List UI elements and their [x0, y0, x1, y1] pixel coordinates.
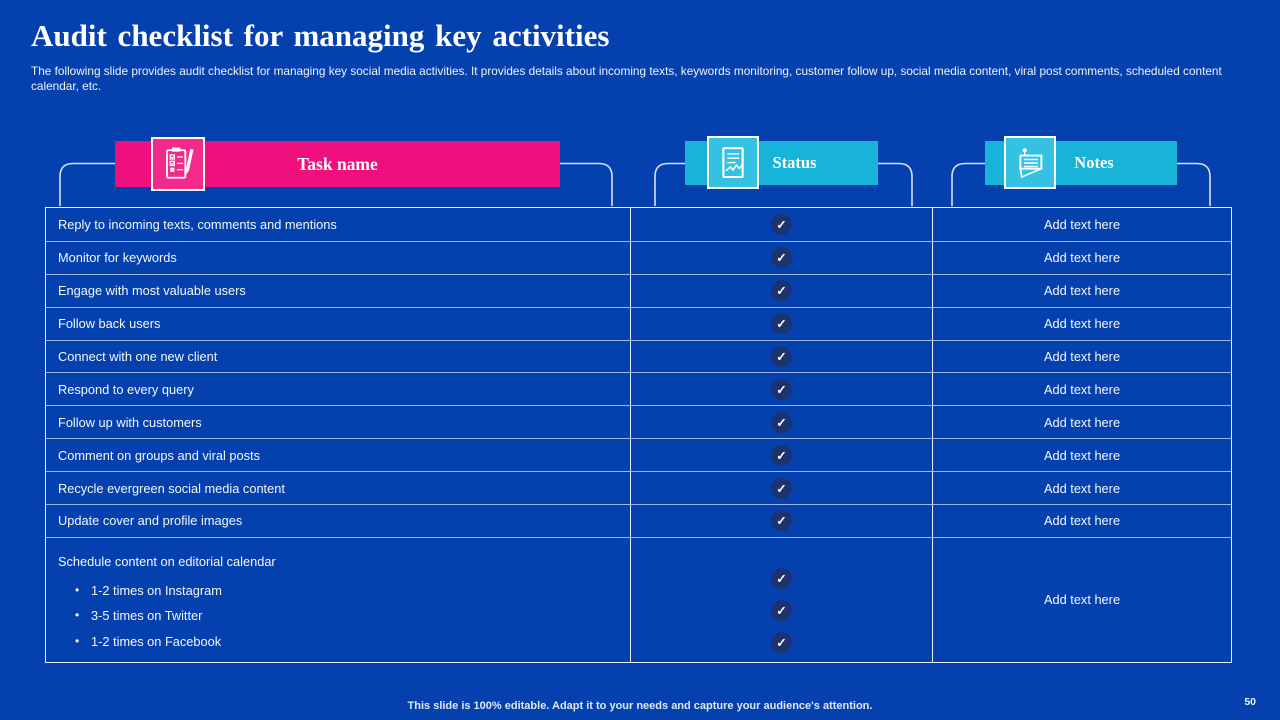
table-row: Comment on groups and viral posts ✓ Add te… [46, 438, 1231, 472]
check-icon: ✓ [771, 510, 792, 532]
task-name-header-label: Task name [297, 153, 378, 174]
check-icon: ✓ [771, 280, 792, 302]
note-placeholder[interactable]: Add text here [1043, 480, 1121, 496]
note-placeholder[interactable]: Add text here [1043, 216, 1121, 232]
table-row: Update cover and profile images ✓ Add text… [46, 504, 1231, 537]
task-label: Monitor for keywords [58, 250, 177, 266]
task-label: Respond to every query [58, 381, 194, 397]
status-cell: ✓ [631, 274, 933, 307]
task-bullet-item: 1-2 times on Facebook [75, 629, 630, 655]
note-placeholder[interactable]: Add text here [1043, 250, 1121, 266]
status-cell: ✓ [631, 505, 933, 537]
check-icon: ✓ [771, 631, 792, 653]
task-cell: Respond to every query [46, 373, 631, 406]
task-cell: Schedule content on editorial calendar 1-… [46, 537, 631, 662]
table-row: Connect with one new client ✓ Add text her… [46, 339, 1231, 373]
note-cell: Add text here [933, 439, 1231, 471]
task-cell: Reply to incoming texts, comments and me… [46, 208, 631, 241]
status-cell: ✓ [631, 340, 933, 373]
status-header-label: Status [772, 153, 817, 172]
check-icon: ✓ [771, 247, 792, 269]
note-placeholder[interactable]: Add text here [1043, 414, 1121, 430]
check-icon: ✓ [771, 567, 792, 589]
note-placeholder[interactable]: Add text here [1043, 592, 1121, 608]
note-cell: Add text here [933, 373, 1231, 405]
note-cell: Add text here [933, 406, 1231, 438]
task-cell: Connect with one new client [46, 340, 631, 373]
checklist-pen-icon [151, 137, 205, 191]
table-row: Schedule content on editorial calendar 1-… [46, 536, 1231, 662]
status-cell: ✓ [631, 241, 933, 274]
note-cell: Add text here [933, 341, 1231, 373]
status-cell: ✓ [631, 373, 933, 406]
table-row: Recycle evergreen social media content ✓ A… [46, 471, 1231, 505]
table-row: Follow back users ✓ Add text here [46, 306, 1231, 340]
status-cell: ✓ ✓ ✓ [631, 537, 933, 662]
note-cell: Add text here [933, 472, 1231, 504]
footer-note: This slide is 100% editable. Adapt it to… [407, 700, 873, 712]
page-title: Audit checklist for managing key activit… [31, 18, 610, 53]
task-bullet-item: 1-2 times on Instagram [75, 578, 630, 604]
task-label: Follow back users [58, 316, 161, 332]
task-bullet-list: 1-2 times on Instagram3-5 times on Twitt… [58, 578, 630, 655]
table-row: Monitor for keywords ✓ Add text here [46, 240, 1231, 274]
sticky-note-icon [1004, 136, 1056, 189]
note-cell: Add text here [933, 242, 1231, 274]
check-icon: ✓ [771, 378, 792, 400]
check-icon: ✓ [771, 444, 792, 466]
note-placeholder[interactable]: Add text here [1043, 513, 1121, 529]
note-cell: Add text here [933, 308, 1231, 340]
slide-description: The following slide provides audit check… [31, 64, 1222, 94]
audit-table: Reply to incoming texts, comments and me… [45, 207, 1232, 663]
page-number: 50 [1244, 696, 1256, 708]
task-cell: Monitor for keywords [46, 241, 631, 274]
task-label: Comment on groups and viral posts [58, 447, 261, 463]
check-icon: ✓ [771, 213, 792, 235]
task-cell: Update cover and profile images [46, 505, 631, 537]
check-icon: ✓ [771, 313, 792, 335]
status-cell: ✓ [631, 439, 933, 472]
status-cell: ✓ [631, 307, 933, 340]
note-placeholder[interactable]: Add text here [1043, 283, 1121, 299]
task-cell: Comment on groups and viral posts [46, 439, 631, 472]
note-cell: Add text here [933, 208, 1231, 241]
note-cell: Add text here [933, 538, 1231, 662]
table-row: Follow up with customers ✓ Add text here [46, 405, 1231, 439]
check-icon: ✓ [771, 599, 792, 621]
note-placeholder[interactable]: Add text here [1043, 316, 1121, 332]
check-icon: ✓ [771, 477, 792, 499]
notes-header-label: Notes [1074, 153, 1114, 172]
task-cell: Recycle evergreen social media content [46, 472, 631, 505]
status-cell: ✓ [631, 406, 933, 439]
note-placeholder[interactable]: Add text here [1043, 447, 1121, 463]
report-chart-icon [707, 136, 759, 189]
status-cell: ✓ [631, 472, 933, 505]
task-label: Schedule content on editorial calendar [58, 553, 276, 569]
status-cell: ✓ [631, 208, 933, 241]
check-icon: ✓ [771, 411, 792, 433]
note-placeholder[interactable]: Add text here [1043, 381, 1121, 397]
table-row: Engage with most valuable users ✓ Add text… [46, 273, 1231, 307]
task-label: Recycle evergreen social media content [58, 480, 285, 496]
task-cell: Engage with most valuable users [46, 274, 631, 307]
check-icon: ✓ [771, 346, 792, 367]
task-label: Follow up with customers [58, 414, 202, 430]
task-label: Update cover and profile images [58, 513, 243, 529]
note-placeholder[interactable]: Add text here [1043, 349, 1121, 364]
task-cell: Follow back users [46, 307, 631, 340]
table-row: Respond to every query ✓ Add text here [46, 372, 1231, 406]
note-cell: Add text here [933, 505, 1231, 537]
task-label: Reply to incoming texts, comments and me… [58, 216, 337, 232]
note-cell: Add text here [933, 275, 1231, 307]
task-bullet-item: 3-5 times on Twitter [75, 603, 630, 629]
task-label: Engage with most valuable users [58, 283, 246, 299]
task-label: Connect with one new client [58, 349, 218, 364]
task-cell: Follow up with customers [46, 406, 631, 439]
table-row: Reply to incoming texts, comments and me… [46, 208, 1231, 241]
